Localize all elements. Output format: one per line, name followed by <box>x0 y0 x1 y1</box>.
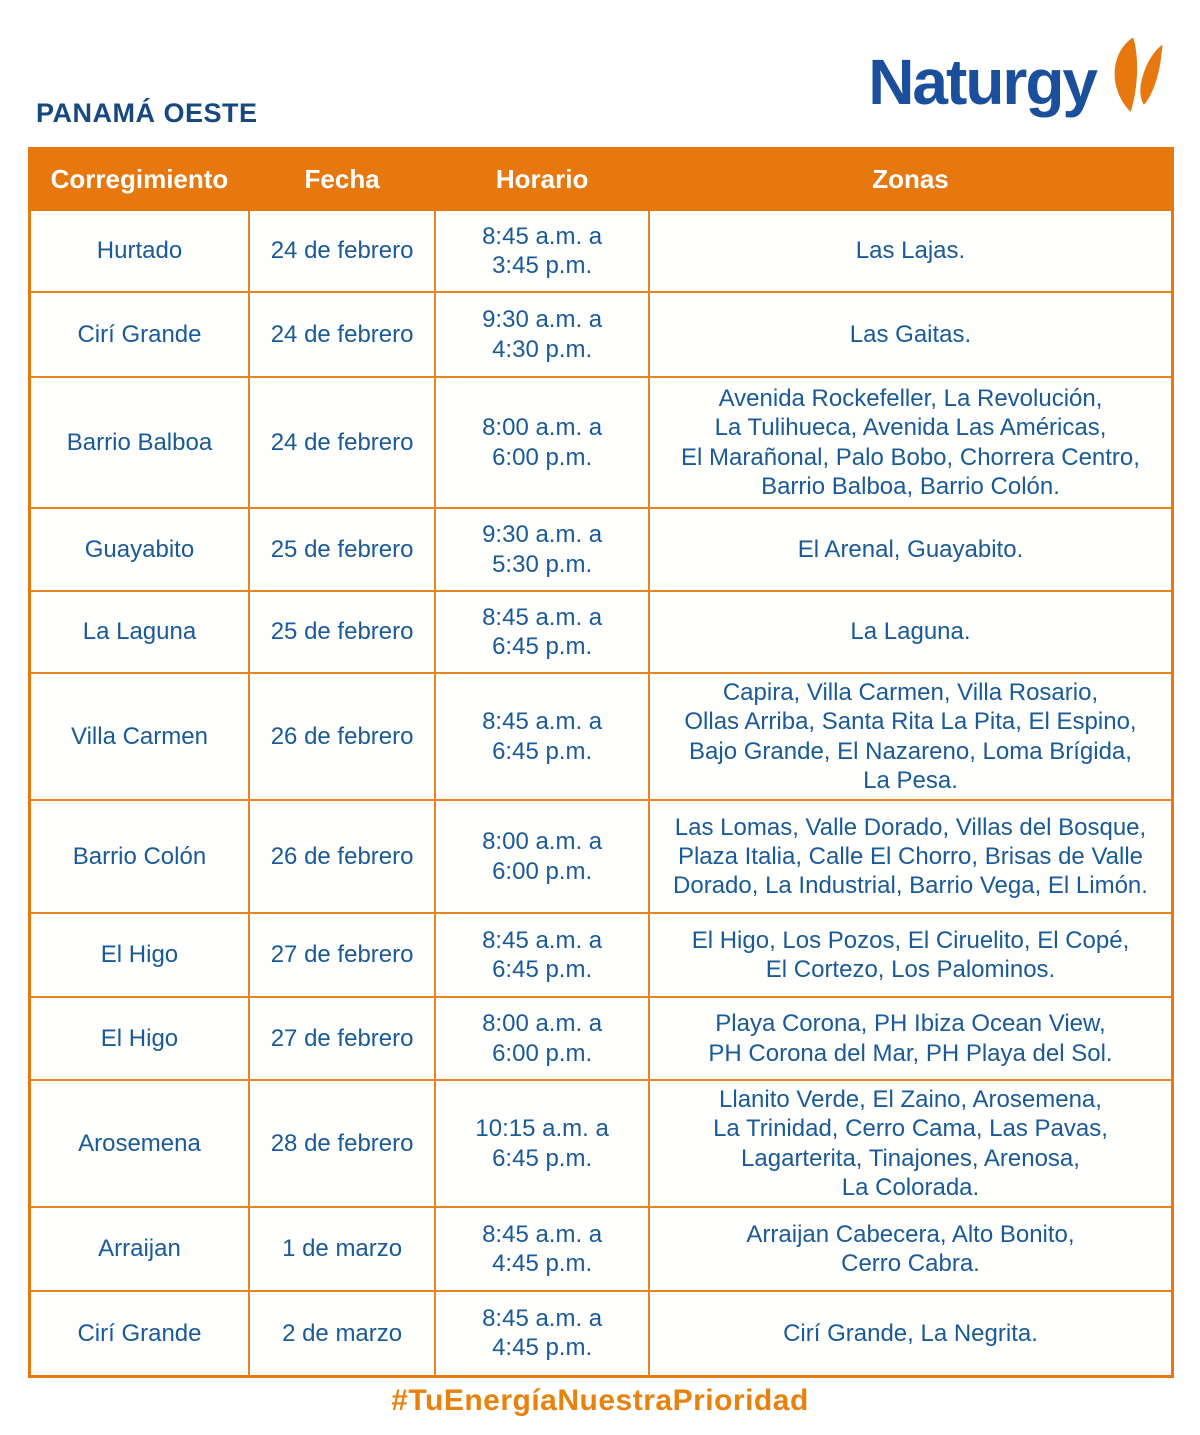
cell-fecha: 24 de febrero <box>247 291 437 378</box>
cell-zonas: Llanito Verde, El Zaino, Arosemena, La T… <box>647 1079 1174 1209</box>
cell-horario: 8:45 a.m. a 4:45 p.m. <box>434 1206 650 1293</box>
butterfly-icon <box>1104 34 1166 126</box>
column-header-horario: Horario <box>434 147 650 211</box>
cell-fecha: 1 de marzo <box>247 1206 437 1293</box>
cell-fecha: 26 de febrero <box>247 671 437 802</box>
table-row: Arosemena 28 de febrero 10:15 a.m. a 6:4… <box>28 1079 1174 1209</box>
cell-corregimiento: Hurtado <box>28 209 250 293</box>
cell-corregimiento: Guayabito <box>28 507 250 592</box>
table-row: Hurtado 24 de febrero 8:45 a.m. a 3:45 p… <box>28 209 1174 293</box>
cell-fecha: 25 de febrero <box>247 590 437 674</box>
cell-zonas: Las Lomas, Valle Dorado, Villas del Bosq… <box>647 799 1174 915</box>
table-row: La Laguna 25 de febrero 8:45 a.m. a 6:45… <box>28 590 1174 674</box>
naturgy-logo: Naturgy <box>868 34 1166 126</box>
table-row: El Higo 27 de febrero 8:00 a.m. a 6:00 p… <box>28 996 1174 1082</box>
cell-zonas: El Higo, Los Pozos, El Ciruelito, El Cop… <box>647 912 1174 999</box>
cell-horario: 8:45 a.m. a 6:45 p.m. <box>434 671 650 802</box>
cell-horario: 8:00 a.m. a 6:00 p.m. <box>434 376 650 509</box>
cell-corregimiento: Arosemena <box>28 1079 250 1209</box>
table-row: Cirí Grande 2 de marzo 8:45 a.m. a 4:45 … <box>28 1290 1174 1378</box>
cell-fecha: 27 de febrero <box>247 912 437 999</box>
cell-horario: 9:30 a.m. a 4:30 p.m. <box>434 291 650 378</box>
cell-horario: 8:45 a.m. a 3:45 p.m. <box>434 209 650 293</box>
cell-zonas: Playa Corona, PH Ibiza Ocean View, PH Co… <box>647 996 1174 1082</box>
cell-horario: 8:00 a.m. a 6:00 p.m. <box>434 799 650 915</box>
schedule-table: Corregimiento Fecha Horario Zonas Hurtad… <box>28 147 1174 1378</box>
hashtag-footer: #TuEnergíaNuestraPrioridad <box>391 1384 809 1417</box>
cell-zonas: Avenida Rockefeller, La Revolución, La T… <box>647 376 1174 509</box>
cell-zonas: Las Gaitas. <box>647 291 1174 378</box>
cell-corregimiento: Villa Carmen <box>28 671 250 802</box>
page-title: PANAMÁ OESTE <box>36 98 258 128</box>
cell-corregimiento: Cirí Grande <box>28 291 250 378</box>
cell-horario: 9:30 a.m. a 5:30 p.m. <box>434 507 650 592</box>
cell-corregimiento: Barrio Colón <box>28 799 250 915</box>
cell-zonas: Las Lajas. <box>647 209 1174 293</box>
cell-horario: 8:45 a.m. a 4:45 p.m. <box>434 1290 650 1378</box>
cell-fecha: 2 de marzo <box>247 1290 437 1378</box>
cell-zonas: El Arenal, Guayabito. <box>647 507 1174 592</box>
cell-corregimiento: Arraijan <box>28 1206 250 1293</box>
table-row: El Higo 27 de febrero 8:45 a.m. a 6:45 p… <box>28 912 1174 999</box>
cell-corregimiento: Barrio Balboa <box>28 376 250 509</box>
cell-horario: 8:45 a.m. a 6:45 p.m. <box>434 912 650 999</box>
cell-zonas: La Laguna. <box>647 590 1174 674</box>
cell-fecha: 26 de febrero <box>247 799 437 915</box>
table-row: Arraijan 1 de marzo 8:45 a.m. a 4:45 p.m… <box>28 1206 1174 1293</box>
cell-horario: 8:00 a.m. a 6:00 p.m. <box>434 996 650 1082</box>
cell-zonas: Capira, Villa Carmen, Villa Rosario, Oll… <box>647 671 1174 802</box>
cell-fecha: 25 de febrero <box>247 507 437 592</box>
cell-corregimiento: El Higo <box>28 996 250 1082</box>
column-header-fecha: Fecha <box>247 147 437 211</box>
table-row: Cirí Grande 24 de febrero 9:30 a.m. a 4:… <box>28 291 1174 378</box>
column-header-zonas: Zonas <box>647 147 1174 211</box>
table-row: Barrio Colón 26 de febrero 8:00 a.m. a 6… <box>28 799 1174 915</box>
table-header-row: Corregimiento Fecha Horario Zonas <box>28 147 1174 211</box>
table-row: Villa Carmen 26 de febrero 8:45 a.m. a 6… <box>28 671 1174 802</box>
cell-fecha: 28 de febrero <box>247 1079 437 1209</box>
cell-corregimiento: La Laguna <box>28 590 250 674</box>
cell-corregimiento: Cirí Grande <box>28 1290 250 1378</box>
table-row: Guayabito 25 de febrero 9:30 a.m. a 5:30… <box>28 507 1174 592</box>
cell-corregimiento: El Higo <box>28 912 250 999</box>
cell-fecha: 24 de febrero <box>247 209 437 293</box>
column-header-corregimiento: Corregimiento <box>28 147 250 211</box>
cell-horario: 8:45 a.m. a 6:45 p.m. <box>434 590 650 674</box>
cell-horario: 10:15 a.m. a 6:45 p.m. <box>434 1079 650 1209</box>
table-row: Barrio Balboa 24 de febrero 8:00 a.m. a … <box>28 376 1174 509</box>
naturgy-wordmark: Naturgy <box>868 46 1098 118</box>
cell-fecha: 24 de febrero <box>247 376 437 509</box>
cell-zonas: Cirí Grande, La Negrita. <box>647 1290 1174 1378</box>
cell-zonas: Arraijan Cabecera, Alto Bonito, Cerro Ca… <box>647 1206 1174 1293</box>
cell-fecha: 27 de febrero <box>247 996 437 1082</box>
